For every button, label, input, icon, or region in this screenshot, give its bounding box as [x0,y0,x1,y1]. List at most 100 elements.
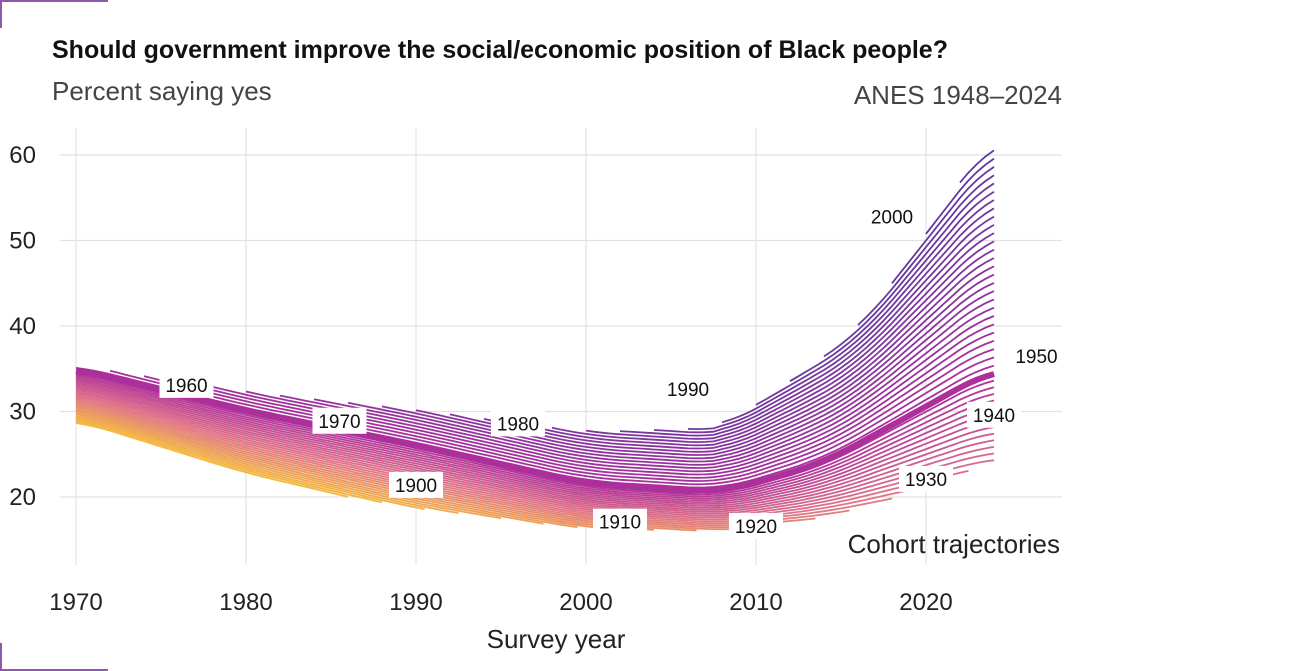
cohort-line [75,396,935,521]
cohort-label-text: 2000 [871,207,913,228]
cohort-label-text: 1930 [905,470,947,491]
cohort-line [75,415,502,520]
cohort-label-bg [661,376,715,403]
cohort-line [75,378,995,502]
corner-bracket-top [0,0,108,28]
cohort-line [585,240,995,440]
cohort-line [75,401,816,527]
x-tick-label: 1990 [389,589,442,616]
y-tick-label: 40 [9,313,36,340]
cohort-line [925,157,995,235]
cohort-label-bg [899,465,953,492]
cohort-line [483,265,995,450]
cohort-line [245,323,995,473]
cohort-line [313,306,995,466]
cohort-label-text: 1950 [1015,347,1057,368]
cohort-label-bg [967,401,1021,428]
cohort-line [789,190,995,382]
cohort-line [347,298,995,463]
cohort-line [75,392,995,517]
cohort-label: 1970 [312,407,367,434]
cohort-label-text: 1940 [973,406,1015,427]
x-tick-label: 2010 [729,589,782,616]
cohort-label: 1920 [729,512,783,539]
cohort-line [619,232,995,437]
cohort-labels: 1960 1970 1980 1990 2000 1950 1940 1930 1920 1910… [159,203,1064,539]
cohort-label: 2000 [865,203,919,230]
cohort-label-bg [729,512,783,539]
cohort-line [75,411,578,529]
y-tick-label: 60 [9,142,36,169]
cohort-line [75,410,621,531]
cohort-line [75,394,969,519]
x-tick-label: 1970 [49,589,102,616]
cohort-line [75,416,459,514]
cohort-label-text: 1900 [395,476,437,497]
cohort-line [75,418,425,510]
cohort-label-text: 1910 [599,513,641,534]
cohort-label: 1950 [1009,342,1064,369]
cohort-label-bg [865,203,919,230]
cohort-line [75,413,544,525]
cohort-line [75,399,850,525]
cohort-line [143,348,995,482]
cohort-line [75,375,995,498]
cohort-label-bg [389,471,443,498]
cohort-line [653,224,995,434]
cohort-line [75,389,995,513]
cohort-label-bg [1009,342,1064,369]
cohort-line [279,315,995,469]
cohort-label-bg [593,508,647,535]
cohort-line [75,384,995,507]
cohort-label: 1990 [661,376,715,403]
x-tick-label: 2000 [559,589,612,616]
cohort-line [75,364,995,489]
y-tick-label: 50 [9,228,36,255]
x-tick-label: 1980 [219,589,272,616]
cohort-line [687,215,995,431]
x-axis-title: Survey year [487,624,626,654]
cohort-line [75,380,995,503]
cohort-line [75,420,383,504]
cohort-trajectories-note: Cohort trajectories [848,529,1060,559]
y-tick-label: 30 [9,399,36,426]
cohort-line [517,257,995,447]
cohort-label-bg [491,410,545,437]
cohort-line [721,207,995,424]
cohort-label: 1980 [491,410,545,437]
cohort-line [75,385,995,509]
cohort-line [75,391,995,515]
cohort-label-bg [312,407,367,434]
cohort-line [755,199,995,406]
cohort-label-text: 1960 [165,376,207,397]
chart-title: Should government improve the social/eco… [52,36,948,64]
cohort-line [551,248,995,444]
cohort-line [75,377,995,500]
cohort-line [381,290,995,460]
cohort-label-bg [159,371,214,398]
cohort-label-text: 1970 [318,412,360,433]
cohort-line-1950 [75,368,995,494]
y-tick-label: 20 [9,484,36,511]
cohort-line [75,373,995,496]
source-note: ANES 1948–2024 [853,80,1062,110]
cohort-line [857,174,995,326]
chart-subtitle: Percent saying yes [52,76,272,106]
cohort-label-text: 1920 [735,517,777,538]
cohort-line [891,166,995,284]
cohort-lines [75,149,995,532]
cohort-line [75,382,995,505]
cohort-label: 1930 [899,465,953,492]
cohort-line [823,182,995,358]
cohort-line [109,356,995,486]
cohort-label: 1940 [967,401,1021,428]
cohort-line [75,408,655,531]
cohort-label-text: 1980 [497,414,539,435]
cohort-label: 1960 [159,371,214,398]
cohort-line [75,422,349,498]
cohort-label: 1910 [593,508,647,535]
cohort-line [75,387,995,511]
cohort-label-text: 1990 [667,380,709,401]
cohort-line [959,149,995,184]
